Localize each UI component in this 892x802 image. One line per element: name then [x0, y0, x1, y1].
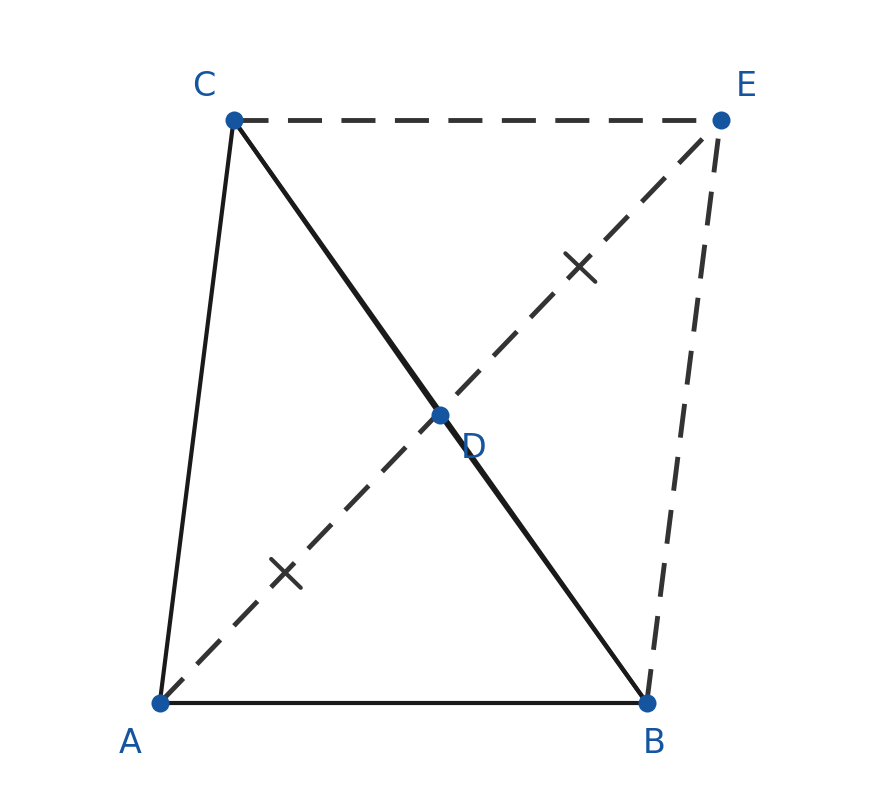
Text: E: E — [736, 71, 757, 103]
Text: A: A — [119, 727, 142, 760]
Text: B: B — [643, 727, 665, 760]
Text: D: D — [460, 431, 486, 465]
Text: C: C — [193, 71, 216, 103]
